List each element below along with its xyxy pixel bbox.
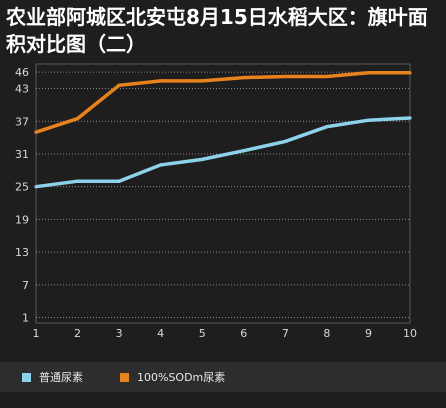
data-point — [75, 179, 80, 183]
legend-swatch — [120, 372, 129, 382]
legend-swatch — [22, 372, 31, 382]
legend-item: 100%SODm尿素 — [120, 370, 225, 384]
chart-plot: 1 7 13 19 25 31 37 43 46 1 2 3 4 5 6 7 8 9 10 — [15, 63, 417, 340]
x-tick-label: 4 — [157, 327, 164, 340]
data-point — [117, 179, 121, 183]
data-point — [242, 76, 246, 80]
data-point — [325, 125, 329, 129]
legend-label: 100%SODm尿素 — [137, 371, 226, 384]
y-tick-label: 7 — [22, 279, 29, 292]
data-point — [366, 71, 371, 75]
x-tick-label: 7 — [282, 327, 289, 340]
y-tick-label: 43 — [15, 83, 29, 96]
y-tick-label: 19 — [15, 213, 29, 226]
data-point — [200, 79, 204, 83]
data-point — [242, 149, 246, 153]
y-tick-label: 25 — [15, 181, 29, 194]
x-tick-label: 5 — [199, 327, 206, 340]
x-tick-label: 1 — [33, 327, 40, 340]
legend-item: 普通尿素 — [22, 370, 83, 384]
y-tick-label: 46 — [15, 66, 29, 79]
x-tick-label: 9 — [365, 327, 372, 340]
series-line — [35, 116, 411, 189]
data-point — [325, 74, 329, 79]
chart-legend: 普通尿素 100%SODm尿素 — [0, 362, 446, 392]
data-point — [117, 83, 121, 87]
data-point — [34, 185, 38, 189]
legend-label: 普通尿素 — [39, 371, 83, 384]
data-point — [408, 116, 412, 120]
y-tick-label: 37 — [15, 115, 29, 128]
data-point — [408, 71, 412, 75]
x-tick-label: 2 — [74, 327, 81, 340]
x-tick-label: 10 — [403, 327, 417, 340]
data-point — [200, 157, 204, 162]
x-tick-label: 3 — [116, 327, 123, 340]
series-line — [35, 70, 410, 134]
y-tick-label: 1 — [22, 312, 29, 325]
y-tick-label: 13 — [15, 246, 29, 259]
data-point — [34, 130, 38, 134]
data-point — [159, 163, 163, 167]
chart-title: 农业部阿城区北安屯8月15日水稻大区：旗叶面积对比图（二） — [6, 5, 428, 56]
data-point — [75, 116, 80, 121]
x-tick-label: 8 — [323, 327, 330, 340]
data-point — [159, 79, 163, 83]
plot-area — [35, 63, 411, 324]
data-point — [366, 118, 371, 122]
data-point — [283, 139, 287, 144]
data-point — [283, 74, 287, 79]
x-tick-label: 6 — [240, 327, 247, 340]
y-tick-label: 31 — [15, 148, 29, 161]
